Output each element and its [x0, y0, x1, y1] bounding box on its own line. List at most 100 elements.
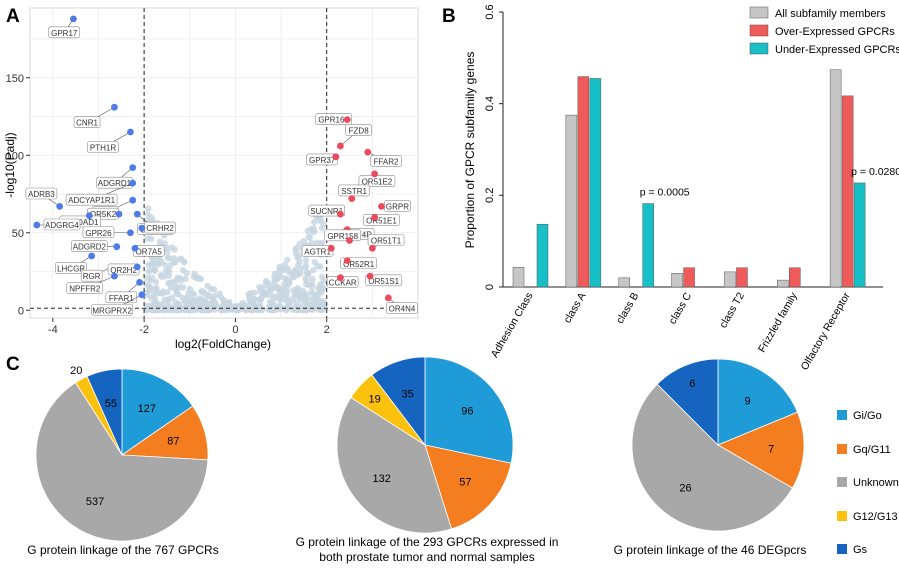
- volcano-label-box: [91, 303, 133, 316]
- volcano-point-ns: [209, 296, 217, 304]
- legend-swatch-all: [749, 6, 769, 19]
- volcano-point-ns: [297, 270, 304, 277]
- volcano-label-grpr: GRPR: [386, 202, 409, 211]
- volcano-point-ns: [151, 294, 159, 302]
- panel-label-a: A: [6, 6, 20, 27]
- volcano-point-ns: [293, 299, 300, 307]
- volcano-point-ns: [317, 284, 324, 292]
- volcano-point-fzd8: [337, 142, 344, 150]
- volcano-point-or51t1: [368, 244, 376, 252]
- volcano-point-ns: [320, 299, 327, 307]
- pie-caption-293-line2: both prostate tumor and normal samples: [319, 550, 535, 564]
- pie-2-slice-gq-g11: [717, 411, 805, 489]
- pie-1-slice-gs: [371, 356, 426, 447]
- volcano-point-ns: [305, 233, 313, 240]
- volcano-point-ns: [164, 289, 171, 296]
- volcano-label-or7a5: OR7A5: [136, 247, 163, 256]
- pie-1-slice-unknown: [336, 396, 452, 534]
- volcano-label-gpr26: GPR26: [85, 229, 112, 238]
- pie-0-value-g12-g13: 20: [70, 365, 82, 377]
- volcano-point-sstr1: [348, 195, 356, 203]
- volcano-point-or7a5: [131, 244, 139, 252]
- legend-label-gs: Gs: [853, 544, 868, 556]
- volcano-point-ns: [259, 306, 266, 313]
- volcano-point-ns: [284, 256, 291, 264]
- volcano-point-grpr: [378, 203, 385, 210]
- volcano-label-gpr17: GPR17: [51, 29, 78, 38]
- volcano-label-box: [308, 204, 346, 217]
- bar-under-expressed-gpcrs-olfactory-receptor: [853, 182, 866, 288]
- legend-swatch-over: [749, 24, 769, 37]
- legend-label-g12-g13: G12/G13: [853, 511, 898, 523]
- volcano-label-box: [87, 141, 119, 153]
- volcano-label-adrb3: ADRB3: [28, 190, 55, 199]
- pie-1-value-gq-g11: 57: [459, 477, 471, 489]
- volcano-label-npffr2: NPFFR2: [69, 285, 101, 294]
- volcano-point-ns: [165, 279, 172, 287]
- pie-legend: Gi/Go Gq/G11 Unknown G12/G13 Gs: [837, 410, 899, 556]
- volcano-point-ns: [156, 238, 164, 245]
- pie-1-value-gs: 35: [401, 388, 413, 400]
- volcano-point-ns: [304, 270, 311, 277]
- volcano-label-box: [370, 155, 402, 167]
- volcano-point-ns: [144, 205, 152, 212]
- volcano-label-ffar1: FFAR1: [109, 294, 134, 303]
- pie-2-slice-unknown: [631, 383, 794, 532]
- volcano-point-ns: [292, 246, 299, 253]
- volcano-point-ns: [284, 276, 292, 283]
- pie-1-value-unknown: 132: [372, 473, 390, 485]
- bar-annotation-class-b: p = 0.0005: [640, 187, 690, 199]
- volcano-label-box: [25, 187, 58, 200]
- volcano-point-ns: [268, 292, 276, 300]
- volcano-point-sucnr1: [337, 210, 344, 218]
- legend-label-all: All subfamily members: [775, 8, 886, 20]
- volcano-x-tick-label: -2: [139, 324, 149, 336]
- volcano-point-ns: [173, 290, 180, 297]
- volcano-point-ns: [143, 291, 151, 299]
- volcano-point-ns: [152, 286, 159, 293]
- volcano-point-or4n4: [384, 294, 392, 302]
- volcano-point-or2h2: [133, 263, 141, 271]
- legend-label-unknown: Unknown: [853, 477, 899, 489]
- volcano-point-or51e2: [371, 170, 379, 178]
- bar-all-subfamily-members-frizzled-family: [777, 279, 789, 288]
- volcano-point-ns: [302, 262, 309, 269]
- panel-label-c: C: [6, 354, 20, 375]
- volcano-point-ffar1: [136, 278, 143, 286]
- volcano-point-ns: [179, 267, 187, 274]
- volcano-point-ns: [148, 274, 156, 281]
- bar-annotation-olfactory-receptor: p = 0.0280: [851, 166, 899, 178]
- volcano-point-gpr37: [332, 153, 340, 161]
- volcano-label-box: [48, 26, 81, 39]
- volcano-point-gpr160: [343, 116, 351, 123]
- pie-1-value-g12-g13: 19: [368, 393, 380, 405]
- volcano-point-ns: [144, 235, 152, 242]
- volcano-y-tick-label: 100: [6, 150, 24, 162]
- volcano-point-ns: [309, 275, 316, 282]
- bar-over-expressed-gpcrs-class-t2: [736, 267, 748, 288]
- bar-over-expressed-gpcrs-frizzled-family: [789, 267, 801, 288]
- volcano-point-crhr2: [138, 224, 146, 232]
- legend-swatch-gi-go: [837, 410, 847, 420]
- volcano-point-ns: [197, 275, 204, 283]
- volcano-label-lhcgr: LHCGR: [57, 264, 85, 273]
- volcano-point-gpr26: [127, 229, 134, 237]
- volcano-point-ns: [311, 219, 318, 226]
- bar-all-subfamily-members-class-t2: [724, 271, 736, 288]
- pie-caption-293-line1: G protein linkage of the 293 GPCRs expre…: [295, 535, 559, 549]
- bar-over-expressed-gpcrs-class-c: [683, 267, 695, 288]
- volcano-label-gpr37: GPR37: [309, 156, 336, 165]
- volcano-point-ns: [144, 274, 151, 282]
- pie-0-value-unknown: 537: [86, 496, 104, 508]
- volcano-label-or52r1: OR52R1: [343, 260, 375, 269]
- volcano-point-ns: [250, 295, 258, 303]
- volcano-point-ns: [259, 285, 266, 292]
- volcano-point-ns: [282, 306, 290, 314]
- volcano-point-ns: [290, 274, 297, 281]
- bar-all-subfamily-members-class-a: [565, 114, 578, 288]
- bar-y-tick-label: 0.2: [484, 188, 496, 203]
- volcano-y-axis-label: -log10(Padj): [3, 132, 17, 197]
- volcano-point-ns: [296, 252, 304, 259]
- volcano-point-ns: [308, 288, 315, 296]
